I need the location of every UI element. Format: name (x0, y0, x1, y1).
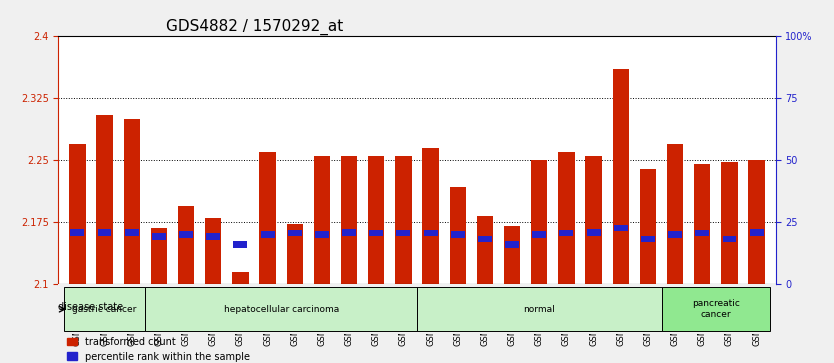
Bar (125, 229, 138, 236)
Bar (368, 156, 384, 284)
Bar (179, 232, 193, 238)
Bar (558, 152, 575, 284)
Bar (314, 156, 330, 284)
Bar (667, 144, 683, 284)
Text: normal: normal (524, 305, 555, 314)
Bar (641, 236, 655, 242)
Bar (696, 230, 709, 236)
Bar (98, 229, 112, 236)
Bar (477, 216, 493, 284)
Bar (178, 206, 194, 284)
Bar (668, 232, 682, 238)
Text: disease state: disease state (58, 302, 123, 312)
Bar (613, 69, 629, 284)
Bar (532, 232, 546, 238)
Bar (722, 236, 736, 242)
Bar (152, 233, 166, 240)
Text: hepatocellular carcinoma: hepatocellular carcinoma (224, 305, 339, 314)
Bar (151, 228, 167, 284)
Bar (450, 187, 466, 284)
Bar (97, 115, 113, 284)
Bar (259, 152, 276, 284)
FancyBboxPatch shape (64, 287, 145, 331)
Bar (287, 224, 303, 284)
FancyBboxPatch shape (145, 287, 417, 331)
Bar (69, 144, 86, 284)
Bar (369, 230, 383, 236)
Bar (288, 230, 302, 236)
Bar (531, 160, 547, 284)
Bar (748, 160, 765, 284)
FancyBboxPatch shape (661, 287, 770, 331)
Bar (424, 230, 438, 236)
Bar (70, 229, 84, 236)
Bar (396, 230, 410, 236)
Bar (395, 156, 411, 284)
Text: gastric cancer: gastric cancer (73, 305, 137, 314)
Bar (560, 230, 573, 236)
Bar (750, 229, 764, 236)
Bar (423, 148, 439, 284)
Bar (721, 162, 737, 284)
Legend: transformed count, percentile rank within the sample: transformed count, percentile rank withi… (63, 333, 254, 363)
Bar (342, 229, 356, 236)
Bar (234, 241, 248, 248)
Bar (232, 272, 249, 284)
Bar (261, 232, 274, 238)
Bar (451, 232, 465, 238)
Bar (586, 229, 600, 236)
Bar (205, 218, 221, 284)
Bar (640, 168, 656, 284)
Bar (614, 225, 628, 232)
Text: GDS4882 / 1570292_at: GDS4882 / 1570292_at (166, 19, 344, 35)
Bar (206, 233, 220, 240)
Bar (585, 156, 602, 284)
Bar (505, 241, 519, 248)
FancyBboxPatch shape (417, 287, 661, 331)
Bar (504, 227, 520, 284)
Bar (123, 119, 140, 284)
Bar (694, 164, 711, 284)
Bar (478, 236, 492, 242)
Text: pancreatic
cancer: pancreatic cancer (692, 299, 740, 319)
Bar (341, 156, 357, 284)
Bar (315, 232, 329, 238)
